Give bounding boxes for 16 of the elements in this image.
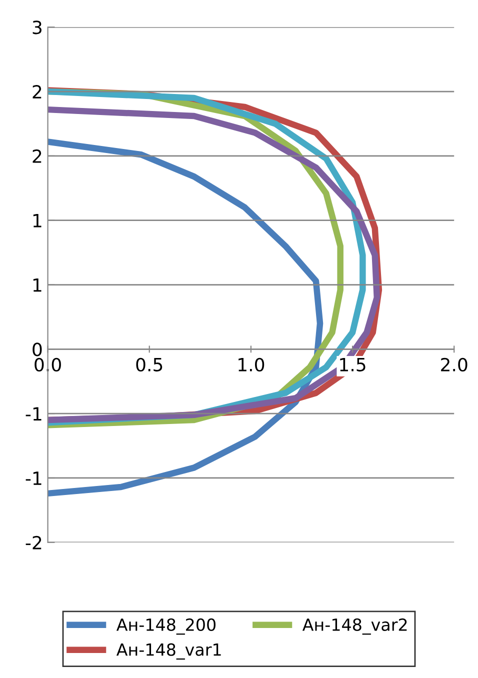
y-tick-label: 1 — [33, 278, 42, 292]
legend-label: Ан-148_var2 — [302, 618, 407, 635]
y-tick-label: -1 — [26, 472, 42, 485]
x-tick-label: 0.5 — [136, 358, 162, 372]
x-tick-label: 1.0 — [238, 358, 264, 372]
y-tick-label: 2 — [32, 149, 42, 163]
y-tick-label: 1 — [33, 214, 42, 228]
y-tick-label: 2 — [32, 84, 42, 98]
y-tick-label: 0 — [32, 342, 42, 356]
y-tick-label: -1 — [26, 407, 42, 420]
y-tick-label: 3 — [32, 20, 42, 34]
y-tick-label: -2 — [26, 536, 42, 550]
legend-label: Ан-148_var1 — [116, 643, 221, 660]
x-tick-label: 0.0 — [34, 358, 61, 372]
x-tick-label: 2.0 — [441, 358, 468, 372]
legend-label: Ан-148_200 — [116, 618, 216, 635]
